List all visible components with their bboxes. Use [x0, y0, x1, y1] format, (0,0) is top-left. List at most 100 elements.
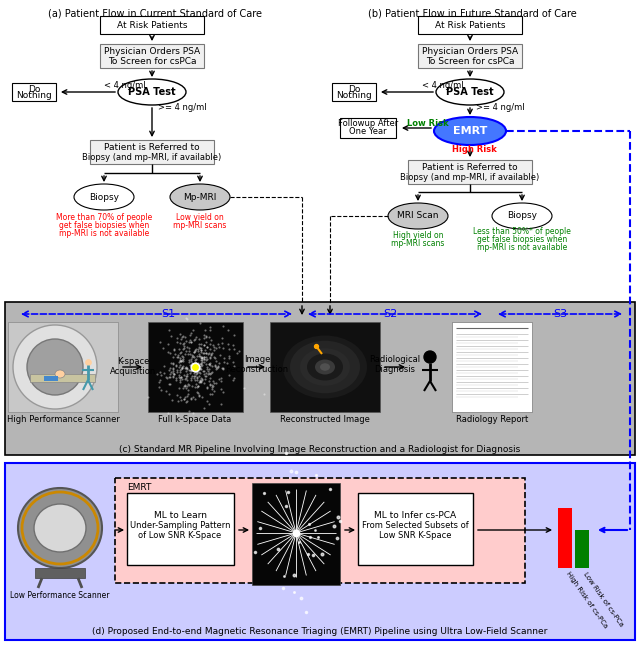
Point [197, 352, 207, 363]
Point [205, 380, 215, 390]
Point [179, 340, 189, 351]
Point [170, 349, 180, 359]
Point [198, 348, 209, 358]
Text: Do: Do [28, 85, 40, 94]
Point [177, 354, 188, 365]
Text: High Performance Scanner: High Performance Scanner [6, 415, 120, 424]
FancyBboxPatch shape [575, 530, 589, 568]
Point [300, 606, 310, 617]
Point [303, 519, 314, 529]
Point [184, 346, 194, 357]
Point [215, 350, 225, 360]
Point [154, 377, 164, 387]
Point [196, 342, 206, 353]
Point [223, 370, 234, 380]
Point [180, 365, 191, 376]
Point [214, 374, 225, 384]
Point [173, 396, 183, 406]
Point [189, 371, 200, 381]
Point [182, 349, 193, 359]
Point [199, 369, 209, 379]
Point [218, 363, 228, 373]
Point [186, 349, 196, 359]
Point [182, 342, 192, 352]
Point [204, 359, 214, 369]
Point [186, 354, 196, 364]
Point [259, 487, 269, 498]
Point [164, 379, 175, 390]
Point [204, 368, 214, 379]
FancyBboxPatch shape [418, 16, 522, 34]
Point [196, 373, 207, 383]
Point [190, 375, 200, 385]
Point [200, 373, 211, 384]
Point [207, 340, 218, 351]
Point [180, 380, 190, 391]
Text: Biopsy (and mp-MRI, if available): Biopsy (and mp-MRI, if available) [83, 152, 221, 161]
Text: Biopsy: Biopsy [89, 192, 119, 201]
Point [200, 324, 210, 335]
FancyBboxPatch shape [358, 493, 473, 565]
Point [328, 520, 339, 531]
Point [186, 328, 196, 338]
Point [181, 363, 191, 373]
Point [189, 347, 199, 358]
Point [205, 348, 216, 359]
Point [175, 373, 186, 383]
Point [184, 379, 195, 390]
Text: EMRT: EMRT [127, 483, 152, 491]
Point [310, 525, 320, 535]
Point [181, 380, 191, 391]
Point [195, 318, 205, 328]
Point [278, 583, 289, 593]
Point [196, 357, 207, 367]
Point [176, 346, 186, 357]
Point [186, 365, 196, 375]
Point [156, 367, 166, 377]
Point [286, 466, 296, 476]
Point [180, 392, 191, 403]
Point [158, 342, 168, 353]
Point [197, 375, 207, 385]
Point [187, 350, 197, 361]
Point [176, 394, 186, 405]
Point [193, 346, 204, 357]
Point [204, 359, 214, 370]
Ellipse shape [492, 203, 552, 229]
Point [218, 320, 228, 331]
Point [186, 392, 196, 403]
Point [188, 351, 198, 361]
Point [174, 362, 184, 373]
Point [191, 358, 202, 368]
Point [195, 338, 205, 349]
Point [204, 349, 214, 359]
Point [189, 361, 200, 371]
Point [168, 358, 179, 368]
Point [192, 373, 202, 383]
Point [223, 325, 234, 335]
Point [218, 352, 228, 363]
Point [190, 346, 200, 356]
Point [211, 356, 221, 366]
Point [189, 371, 200, 381]
FancyBboxPatch shape [558, 508, 572, 568]
Point [218, 364, 228, 375]
Point [186, 375, 196, 385]
Point [164, 365, 174, 376]
Point [189, 346, 199, 357]
Point [175, 360, 185, 371]
Point [218, 363, 228, 373]
Point [189, 373, 199, 383]
Point [289, 569, 299, 580]
Point [187, 380, 197, 391]
Point [201, 368, 211, 379]
Point [194, 366, 204, 377]
Point [202, 362, 212, 373]
Point [166, 358, 177, 369]
Point [178, 361, 188, 371]
Point [190, 366, 200, 377]
Point [173, 383, 184, 394]
Point [179, 352, 189, 362]
Point [293, 537, 303, 547]
Point [311, 340, 321, 351]
